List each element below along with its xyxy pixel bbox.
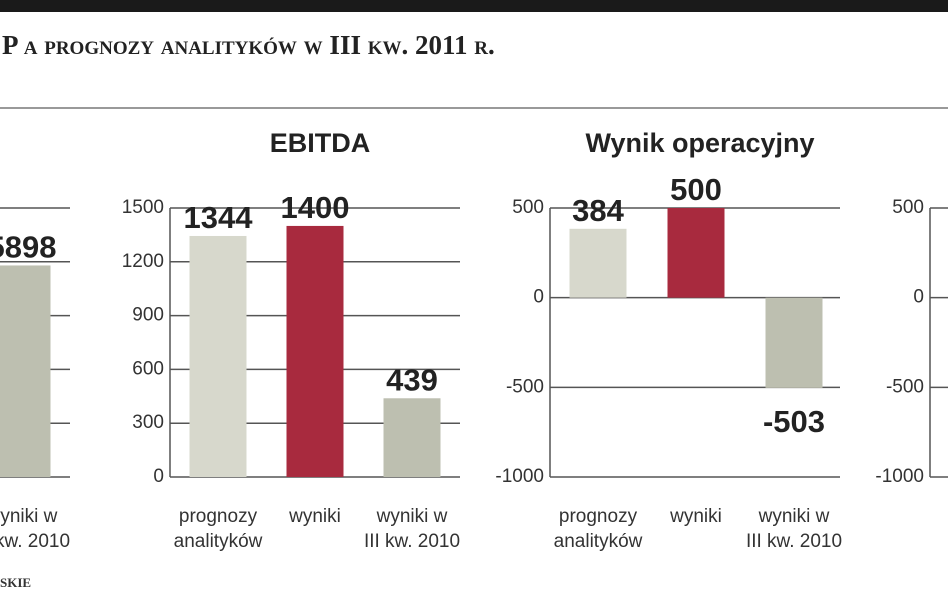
bar xyxy=(189,235,247,477)
y-tick-label: 600 xyxy=(132,358,164,379)
value-label: -503 xyxy=(763,404,825,439)
value-label: 1344 xyxy=(184,200,254,235)
y-tick-label: 1200 xyxy=(122,251,164,272)
x-tick-label: wyniki xyxy=(669,506,722,527)
y-tick-label: 500 xyxy=(512,197,544,218)
x-tick-label: prognozy xyxy=(559,506,638,527)
value-label: 1400 xyxy=(281,190,350,225)
source: SKIE xyxy=(0,575,31,590)
bar xyxy=(0,265,51,477)
y-tick-label: 500 xyxy=(892,197,924,218)
chart-title: Wynik operacyjny xyxy=(585,128,814,158)
y-tick-label: 0 xyxy=(153,466,164,487)
x-tick-label: wyniki w xyxy=(0,506,58,527)
y-tick-label: -1000 xyxy=(875,466,924,487)
x-tick-label: III kw. 2010 xyxy=(0,531,70,552)
value-label: 384 xyxy=(572,193,624,228)
bar xyxy=(765,297,823,388)
y-tick-label: 900 xyxy=(132,305,164,326)
bar xyxy=(569,228,627,298)
x-tick-label: wyniki xyxy=(288,506,341,527)
y-tick-label: -1000 xyxy=(495,466,544,487)
x-tick-label: prognozy xyxy=(179,506,258,527)
y-tick-label: 0 xyxy=(533,287,544,308)
y-tick-label: -500 xyxy=(886,376,924,397)
bar xyxy=(286,225,344,477)
y-tick-label: -500 xyxy=(506,376,544,397)
value-label: 5898 xyxy=(0,229,56,264)
top-bar xyxy=(0,0,948,12)
bar xyxy=(667,208,725,298)
chart-title: EBITDA xyxy=(270,128,371,158)
value-label: 500 xyxy=(670,172,722,207)
x-tick-label: III kw. 2010 xyxy=(364,531,460,552)
y-tick-label: 0 xyxy=(913,287,924,308)
y-tick-label: 1500 xyxy=(122,197,164,218)
x-tick-label: wyniki w xyxy=(376,506,448,527)
bar xyxy=(383,398,441,477)
x-tick-label: wyniki w xyxy=(758,506,830,527)
value-label: 439 xyxy=(386,362,438,397)
x-tick-label: analityków xyxy=(174,531,263,552)
x-tick-label: analityków xyxy=(554,531,643,552)
y-tick-label: 300 xyxy=(132,412,164,433)
x-tick-label: III kw. 2010 xyxy=(746,531,842,552)
page-title: P a prognozy analityków w III kw. 2011 r… xyxy=(2,30,495,60)
